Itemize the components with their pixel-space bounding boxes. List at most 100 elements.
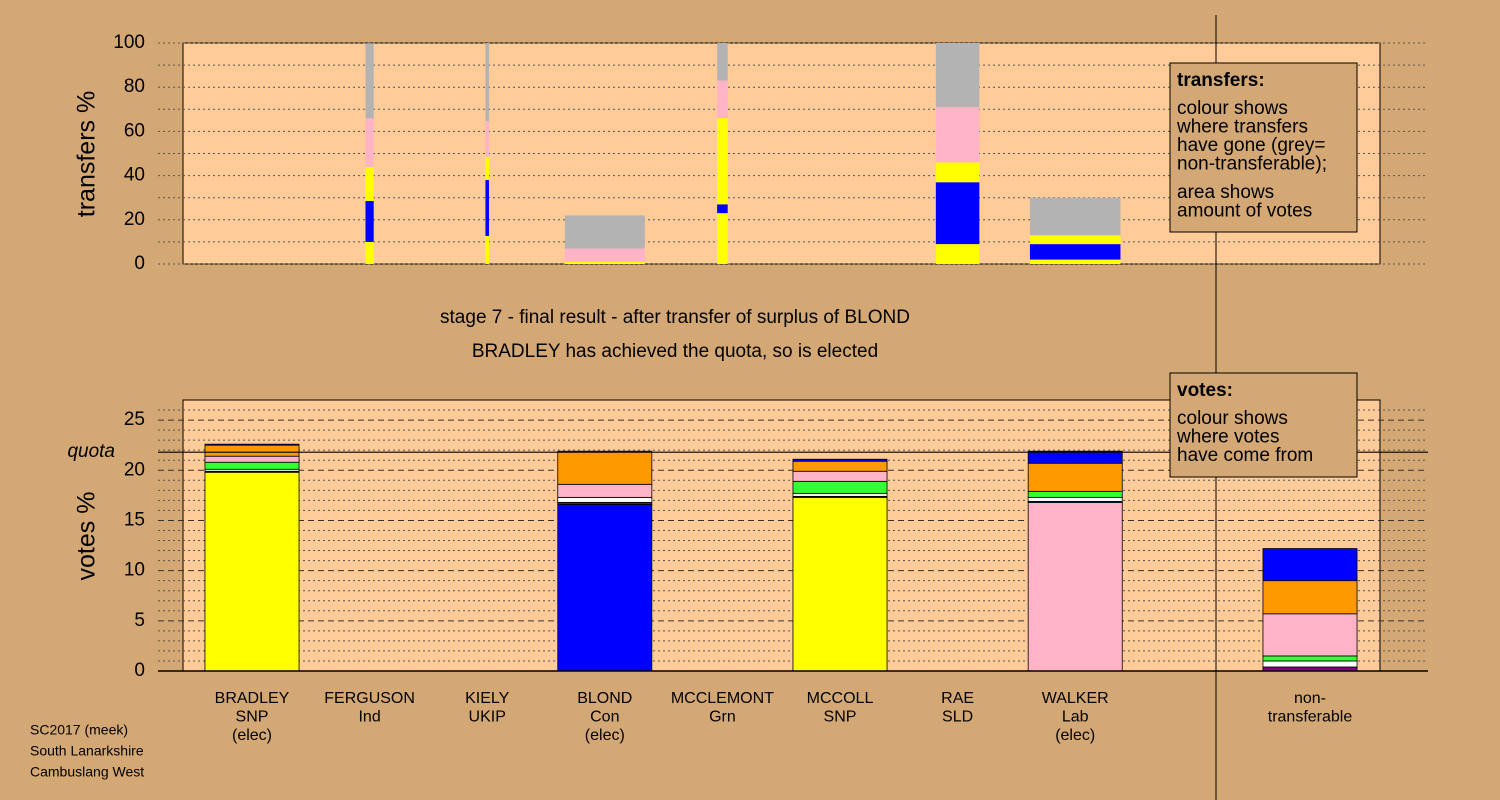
y-tick-label: 20 (124, 459, 145, 480)
bar-segment (1262, 580, 1358, 615)
x-tick-label: transferable (1268, 709, 1353, 726)
bar-segment (1262, 613, 1358, 657)
note-heading: votes: (1177, 380, 1233, 401)
note-text: have come from (1177, 445, 1313, 466)
y-tick-label: 20 (124, 209, 145, 230)
bar-segment (564, 215, 645, 249)
bar-segment (935, 244, 980, 264)
bar-segment (204, 444, 300, 457)
note-text: colour shows (1177, 408, 1288, 429)
bar-segment (1029, 197, 1121, 236)
bar-segment (204, 471, 300, 672)
bar-segment (365, 241, 374, 264)
bar-segment (792, 470, 888, 482)
bar-segment (1262, 660, 1358, 668)
bar-segment (365, 118, 374, 167)
x-tick-label: SNP (236, 709, 269, 726)
bar-segment (485, 157, 489, 181)
x-tick-label: non- (1294, 690, 1326, 707)
bar-segment (1027, 450, 1123, 464)
x-tick-label: BLOND (577, 690, 632, 707)
x-tick-label: KIELY (465, 690, 510, 707)
y-tick-label: 10 (124, 560, 145, 581)
footer-line: Cambuslang West (30, 764, 144, 780)
bar-segment (557, 503, 653, 672)
y-tick-label: 25 (124, 409, 145, 430)
x-tick-label: SLD (942, 709, 973, 726)
bar-segment (365, 201, 374, 242)
bar-segment (564, 248, 645, 262)
bar-segment (564, 262, 645, 264)
note-heading: transfers: (1177, 70, 1265, 91)
bar-segment (365, 43, 374, 119)
x-tick-label: MCCOLL (807, 690, 874, 707)
bar-segment (935, 182, 980, 245)
quota-label: quota (67, 441, 115, 462)
note-box (1169, 62, 1358, 233)
x-tick-label: BRADLEY (215, 690, 290, 707)
bar-segment (485, 43, 489, 122)
bar-segment (792, 492, 888, 497)
x-tick-label: (elec) (585, 727, 625, 744)
chart-subtitle: BRADLEY has achieved the quota, so is el… (472, 341, 878, 362)
y-tick-label: 15 (124, 509, 145, 530)
bar-segment (1029, 235, 1121, 245)
bar-segment (1029, 259, 1121, 264)
bar-segment (717, 213, 728, 264)
bar-segment (717, 43, 728, 81)
note-text: colour shows (1177, 98, 1288, 119)
x-tick-label: WALKER (1042, 690, 1109, 707)
bar-segment (1262, 655, 1358, 662)
bar-segment (717, 118, 728, 205)
bar-segment (792, 460, 888, 472)
note-text: amount of votes (1177, 201, 1312, 222)
x-tick-label: SNP (824, 709, 857, 726)
y-tick-label: 60 (124, 120, 145, 141)
bar-segment (792, 458, 888, 462)
bar-segment (557, 450, 653, 485)
x-tick-label: MCCLEMONT (671, 690, 774, 707)
x-tick-label: FERGUSON (324, 690, 415, 707)
bar-segment (1262, 548, 1358, 582)
x-tick-label: RAE (941, 690, 974, 707)
y-tick-label: 80 (124, 76, 145, 97)
bar-segment (204, 455, 300, 463)
bar-segment (485, 235, 489, 264)
bar-segment (557, 483, 653, 498)
bar-segment (792, 480, 888, 494)
x-tick-label: (elec) (1055, 727, 1095, 744)
bar-segment (717, 80, 728, 119)
chart-title: stage 7 - final result - after transfer … (440, 307, 910, 328)
bar-segment (485, 180, 489, 236)
bar-segment (1027, 490, 1123, 498)
bar-segment (1029, 244, 1121, 260)
note-box (1169, 372, 1358, 478)
y-axis-label: transfers % (73, 91, 101, 217)
bar-segment (1027, 462, 1123, 492)
bar-segment (204, 461, 300, 470)
x-tick-label: Con (590, 709, 619, 726)
x-tick-label: Ind (358, 709, 380, 726)
bar-segment (1027, 496, 1123, 502)
note-text: area shows (1177, 182, 1274, 203)
footer-line: SC2017 (meek) (30, 722, 128, 738)
note-text: where transfers (1176, 117, 1308, 138)
bar-segment (935, 162, 980, 183)
y-tick-label: 100 (113, 32, 145, 53)
note-text: non-transferable); (1177, 154, 1327, 175)
x-tick-label: Lab (1062, 709, 1089, 726)
x-tick-label: UKIP (469, 709, 506, 726)
bar-segment (365, 166, 374, 202)
footer-line: South Lanarkshire (30, 743, 144, 759)
bar-segment (564, 261, 645, 263)
bar-segment (935, 107, 980, 163)
y-tick-label: 0 (134, 253, 145, 274)
bar-segment (485, 121, 489, 158)
y-tick-label: 0 (134, 660, 145, 681)
note-text: have gone (grey= (1177, 135, 1325, 156)
bar-segment (717, 204, 728, 214)
bar-segment (792, 496, 888, 672)
bar-segment (557, 496, 653, 503)
y-axis-label: votes % (73, 492, 101, 581)
y-tick-label: 5 (134, 610, 145, 631)
